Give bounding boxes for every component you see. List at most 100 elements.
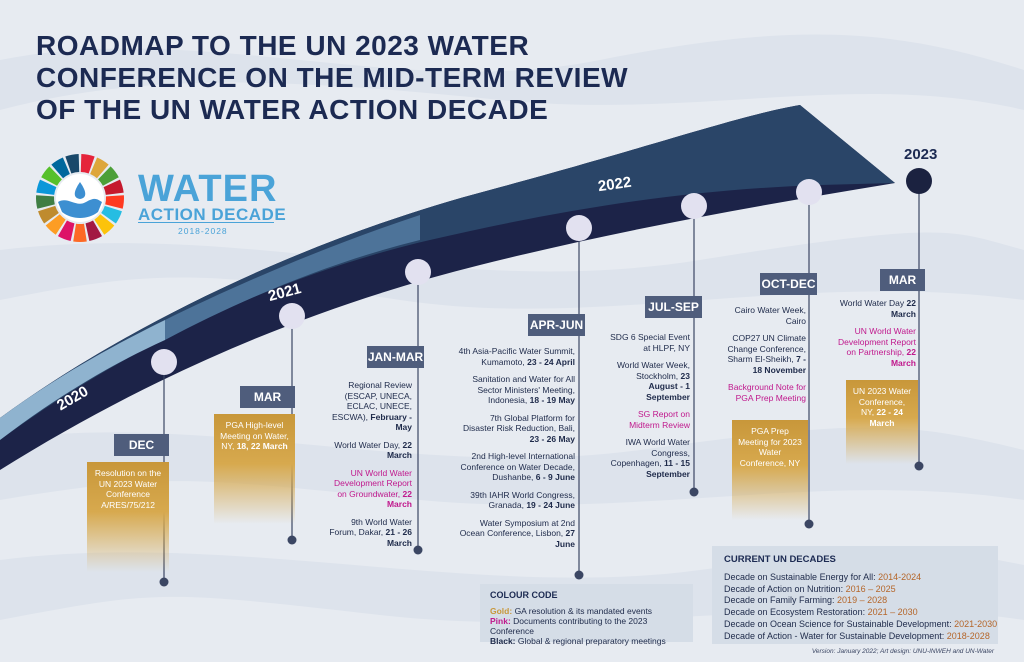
event-date: 19 - 24 June	[526, 500, 575, 510]
timeline-arrow	[0, 105, 895, 470]
event-text: Regional Review (ESCAP, UNECA, ECLAC, UN…	[332, 380, 412, 422]
logo-wheel-segment	[45, 214, 66, 235]
legend-black-text: Global & regional preparatory meetings	[515, 636, 666, 646]
event-item: Cairo Water Week, Cairo	[716, 305, 806, 326]
timeline-nodes	[151, 168, 932, 375]
event-item: 7th Global Platform for Disaster Risk Re…	[458, 413, 575, 445]
logo-wheel-segment	[90, 157, 109, 179]
decades-list: Decade on Sustainable Energy for All: 20…	[712, 572, 998, 643]
decade-item: Decade on Sustainable Energy for All: 20…	[724, 572, 998, 584]
legend-pink: Pink: Documents contributing to the 2023…	[490, 616, 693, 636]
event-text: IWA World Water Congress, Copenhagen,	[610, 437, 690, 468]
event-list-oct-dec: Cairo Water Week, Cairo COP27 UN Climate …	[716, 305, 806, 410]
event-item: World Water Day, 22 March	[326, 440, 412, 461]
decade-item: Decade of Action - Water for Sustainable…	[724, 631, 998, 643]
period-dec: DEC	[114, 434, 169, 456]
event-item: Background Note for PGA Prep Meeting	[716, 382, 806, 403]
event-item: World Water Day 22 March	[836, 298, 916, 319]
period-jul-sep: JUL-SEP	[645, 296, 702, 318]
logo-wheel-segment	[85, 220, 103, 241]
event-box-dec: Resolution on the UN 2023 Water Conferen…	[87, 462, 169, 572]
event-item: Regional Review (ESCAP, UNECA, ECLAC, UN…	[326, 380, 412, 433]
logo-years: 2018-2028	[178, 226, 228, 236]
event-text: 39th IAHR World Congress, Granada,	[470, 489, 575, 511]
logo-wheel-segment	[73, 223, 87, 242]
legend-heading: COLOUR CODE	[490, 590, 558, 600]
logo-wheel-segment	[103, 179, 124, 195]
event-date: 18, 22 March	[236, 441, 288, 451]
legend-gold: Gold: GA resolution & its mandated event…	[490, 606, 693, 616]
event-date: 22 March	[890, 347, 916, 368]
event-dec-resolution: Resolution on the UN 2023 Water Conferen…	[94, 468, 162, 510]
logo-wheel-segment	[41, 166, 62, 186]
decade-name: Decade on Family Farming:	[724, 595, 838, 606]
event-item: 9th World Water Forum, Dakar, 21 - 26 Ma…	[326, 517, 412, 549]
decade-years: 2014-2024	[878, 571, 922, 582]
event-text: 7th Global Platform for Disaster Risk Re…	[463, 412, 575, 434]
event-box-oct-dec: PGA Prep Meeting for 2023 Water Conferen…	[732, 420, 808, 520]
event-text: Water Symposium at 2nd Ocean Conference,…	[459, 517, 575, 539]
title-line-3: OF THE UN WATER ACTION DECADE	[36, 94, 549, 125]
version-footer: Version: January 2022; Art design: UNU-I…	[811, 648, 994, 655]
legend-gold-key: Gold:	[490, 606, 513, 616]
event-date: 22 March	[386, 439, 412, 461]
logo-wheel-segment	[80, 154, 95, 174]
decade-name: Decade of Action - Water for Sustainable…	[724, 630, 947, 641]
event-item: 39th IAHR World Congress, Granada, 19 - …	[458, 490, 575, 511]
water-action-decade-logo-wheel	[36, 154, 124, 242]
event-item: IWA World Water Congress, Copenhagen, 11…	[606, 437, 690, 479]
logo-wheel-segment	[105, 195, 124, 209]
period-mar-2023: MAR	[880, 269, 925, 291]
decade-name: Decade on Sustainable Energy for All:	[724, 571, 879, 582]
event-date: 21 - 26 March	[385, 527, 412, 548]
period-oct-dec: OCT-DEC	[760, 273, 817, 295]
period-apr-jun: APR-JUN	[528, 314, 585, 336]
event-text: Background Note for PGA Prep Meeting	[728, 382, 806, 403]
decade-years: 2018-2028	[946, 630, 990, 641]
decades-heading: CURRENT UN DECADES	[724, 554, 836, 565]
event-text: 4th Asia-Pacific Water Summit, Kumamoto,	[458, 346, 575, 367]
logo-word-water: WATER	[138, 168, 278, 210]
event-text: World Water Week, Stockholm,	[616, 360, 690, 381]
node-octdec-2022	[796, 179, 822, 205]
event-date: 23 - 24 April	[527, 356, 575, 367]
decade-years: 2016 – 2025	[845, 583, 896, 594]
event-list-jan-mar: Regional Review (ESCAP, UNECA, ECLAC, UN…	[326, 380, 412, 555]
event-text: UN World Water Development Report on Par…	[838, 326, 916, 357]
logo-wheel-segment	[51, 157, 70, 179]
event-text: 2nd High-level International Conference …	[460, 451, 576, 482]
logo-wheel-segment	[98, 166, 119, 186]
node-julsep-2022	[681, 193, 707, 219]
event-date: 11 - 15 September	[646, 458, 690, 479]
event-text: World Water Day	[839, 298, 907, 308]
title-line-2: CONFERENCE ON THE MID-TERM REVIEW	[36, 62, 629, 93]
event-list-mar-2023: World Water Day 22 March UN World Water D…	[836, 298, 916, 375]
legend-pink-text: Documents contributing to the 2023 Confe…	[490, 616, 648, 636]
event-text: 9th World Water Forum, Dakar,	[329, 516, 412, 538]
event-text: SDG 6 Special Event at HLPF, NY	[610, 332, 690, 353]
event-item: UN World Water Development Report on Gro…	[326, 468, 412, 510]
event-item: Water Symposium at 2nd Ocean Conference,…	[458, 518, 575, 550]
event-text: UN 2023 Water Conference, NY,	[852, 386, 912, 417]
legend-pink-key: Pink:	[490, 616, 511, 626]
decade-years: 2019 – 2028	[837, 595, 888, 606]
event-date: 22 March	[386, 488, 412, 510]
logo-wheel-segment	[94, 214, 115, 235]
event-text: UN World Water Development Report on Gro…	[334, 467, 412, 499]
event-date: 23 August - 1 September	[646, 370, 690, 402]
title-line-1: ROADMAP TO THE UN 2023 WATER	[36, 30, 530, 61]
event-date: 22 - 24 March	[869, 407, 903, 428]
event-date: 27 June	[555, 528, 575, 549]
event-item: World Water Week, Stockholm, 23 August -…	[606, 360, 690, 402]
current-un-decades: CURRENT UN DECADES Decade on Sustainable…	[712, 546, 998, 644]
decade-years: 2021-2030	[954, 618, 998, 629]
page-title: ROADMAP TO THE UN 2023 WATER CONFERENCE …	[36, 30, 629, 126]
event-date: 6 - 9 June	[535, 472, 575, 482]
logo-word-action-decade: ACTION DECADE	[138, 205, 287, 224]
logo-wheel-segment	[36, 179, 57, 195]
event-item: 2nd High-level International Conference …	[458, 451, 576, 483]
event-item: 4th Asia-Pacific Water Summit, Kumamoto,…	[458, 346, 575, 367]
decade-name: Decade on Ecosystem Restoration:	[724, 607, 868, 618]
event-item: UN World Water Development Report on Par…	[836, 326, 916, 368]
colour-code-legend: COLOUR CODE Gold: GA resolution & its ma…	[480, 584, 693, 646]
